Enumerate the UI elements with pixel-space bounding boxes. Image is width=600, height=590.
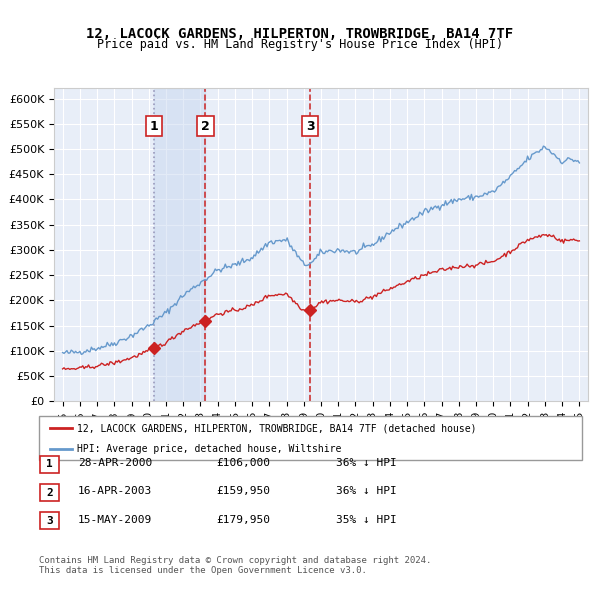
Text: 1: 1	[150, 120, 158, 133]
Text: HPI: Average price, detached house, Wiltshire: HPI: Average price, detached house, Wilt…	[77, 444, 341, 454]
Text: 12, LACOCK GARDENS, HILPERTON, TROWBRIDGE, BA14 7TF (detached house): 12, LACOCK GARDENS, HILPERTON, TROWBRIDG…	[77, 424, 476, 433]
Text: £106,000: £106,000	[216, 458, 270, 468]
Text: 36% ↓ HPI: 36% ↓ HPI	[336, 487, 397, 496]
FancyBboxPatch shape	[40, 513, 59, 529]
Text: 16-APR-2003: 16-APR-2003	[78, 487, 152, 496]
FancyBboxPatch shape	[39, 416, 582, 460]
Text: 28-APR-2000: 28-APR-2000	[78, 458, 152, 468]
Bar	[154, 88, 205, 401]
Text: 15-MAY-2009: 15-MAY-2009	[78, 515, 152, 525]
Text: 35% ↓ HPI: 35% ↓ HPI	[336, 515, 397, 525]
Text: 2: 2	[201, 120, 210, 133]
Text: 2: 2	[46, 488, 53, 497]
Text: 1: 1	[46, 460, 53, 469]
FancyBboxPatch shape	[40, 456, 59, 473]
Text: £179,950: £179,950	[216, 515, 270, 525]
FancyBboxPatch shape	[40, 484, 59, 501]
Text: 12, LACOCK GARDENS, HILPERTON, TROWBRIDGE, BA14 7TF: 12, LACOCK GARDENS, HILPERTON, TROWBRIDG…	[86, 27, 514, 41]
Text: Contains HM Land Registry data © Crown copyright and database right 2024.
This d: Contains HM Land Registry data © Crown c…	[39, 556, 431, 575]
Text: 3: 3	[46, 516, 53, 526]
Text: 3: 3	[306, 120, 314, 133]
Text: 36% ↓ HPI: 36% ↓ HPI	[336, 458, 397, 468]
Text: Price paid vs. HM Land Registry's House Price Index (HPI): Price paid vs. HM Land Registry's House …	[97, 38, 503, 51]
Text: £159,950: £159,950	[216, 487, 270, 496]
